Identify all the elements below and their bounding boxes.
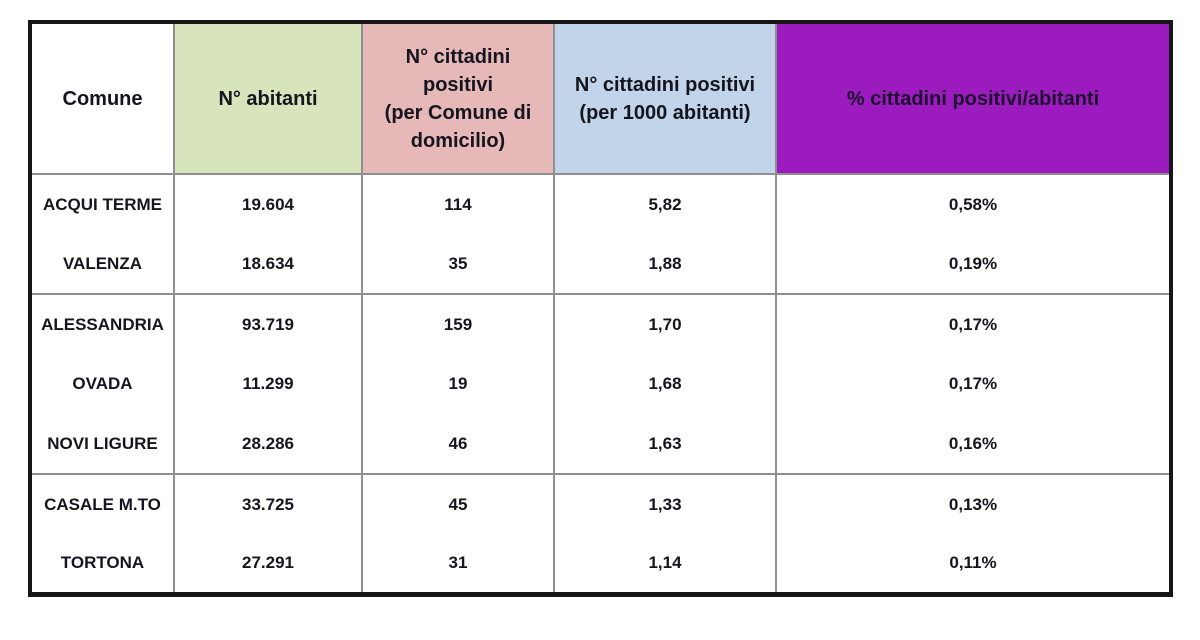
table-row: ACQUI TERME 19.604 114 5,82 0,58%	[30, 174, 1171, 234]
cell-perc: 0,58%	[775, 174, 1171, 234]
cell-abitanti: 27.291	[173, 534, 362, 594]
header-comune: Comune	[30, 22, 174, 175]
cell-positivi: 35	[361, 234, 554, 294]
cell-per1000: 1,63	[553, 414, 776, 474]
cell-comune: ALESSANDRIA	[30, 293, 174, 354]
header-cittadini-positivi: N° cittadini positivi (per Comune di dom…	[361, 22, 554, 175]
comuni-positivi-table: Comune N° abitanti N° cittadini positivi…	[28, 20, 1173, 597]
cell-comune: NOVI LIGURE	[30, 414, 174, 474]
cell-perc: 0,13%	[775, 473, 1171, 534]
cell-abitanti: 18.634	[173, 234, 362, 294]
cell-perc: 0,17%	[775, 293, 1171, 354]
cell-perc: 0,17%	[775, 354, 1171, 414]
cell-per1000: 1,88	[553, 234, 776, 294]
cell-abitanti: 11.299	[173, 354, 362, 414]
cell-comune: ACQUI TERME	[30, 174, 174, 234]
cell-perc: 0,11%	[775, 534, 1171, 594]
cell-abitanti: 28.286	[173, 414, 362, 474]
table-row: NOVI LIGURE 28.286 46 1,63 0,16%	[30, 414, 1171, 474]
cell-comune: VALENZA	[30, 234, 174, 294]
cell-perc: 0,19%	[775, 234, 1171, 294]
cell-positivi: 19	[361, 354, 554, 414]
cell-per1000: 1,70	[553, 293, 776, 354]
cell-abitanti: 93.719	[173, 293, 362, 354]
table-row: TORTONA 27.291 31 1,14 0,11%	[30, 534, 1171, 594]
cell-per1000: 1,33	[553, 473, 776, 534]
table-row: CASALE M.TO 33.725 45 1,33 0,13%	[30, 473, 1171, 534]
cell-per1000: 1,14	[553, 534, 776, 594]
cell-per1000: 5,82	[553, 174, 776, 234]
cell-comune: OVADA	[30, 354, 174, 414]
header-percentuale: % cittadini positivi/abitanti	[775, 22, 1171, 175]
header-abitanti: N° abitanti	[173, 22, 362, 175]
cell-positivi: 31	[361, 534, 554, 594]
header-positivi-per-1000: N° cittadini positivi (per 1000 abitanti…	[553, 22, 776, 175]
cell-abitanti: 19.604	[173, 174, 362, 234]
table-row: ALESSANDRIA 93.719 159 1,70 0,17%	[30, 293, 1171, 354]
cell-positivi: 46	[361, 414, 554, 474]
cell-comune: CASALE M.TO	[30, 473, 174, 534]
cell-abitanti: 33.725	[173, 473, 362, 534]
cell-per1000: 1,68	[553, 354, 776, 414]
cell-positivi: 114	[361, 174, 554, 234]
cell-comune: TORTONA	[30, 534, 174, 594]
table-row: VALENZA 18.634 35 1,88 0,19%	[30, 234, 1171, 294]
table-row: OVADA 11.299 19 1,68 0,17%	[30, 354, 1171, 414]
header-row: Comune N° abitanti N° cittadini positivi…	[30, 22, 1171, 175]
cell-positivi: 45	[361, 473, 554, 534]
cell-perc: 0,16%	[775, 414, 1171, 474]
cell-positivi: 159	[361, 293, 554, 354]
